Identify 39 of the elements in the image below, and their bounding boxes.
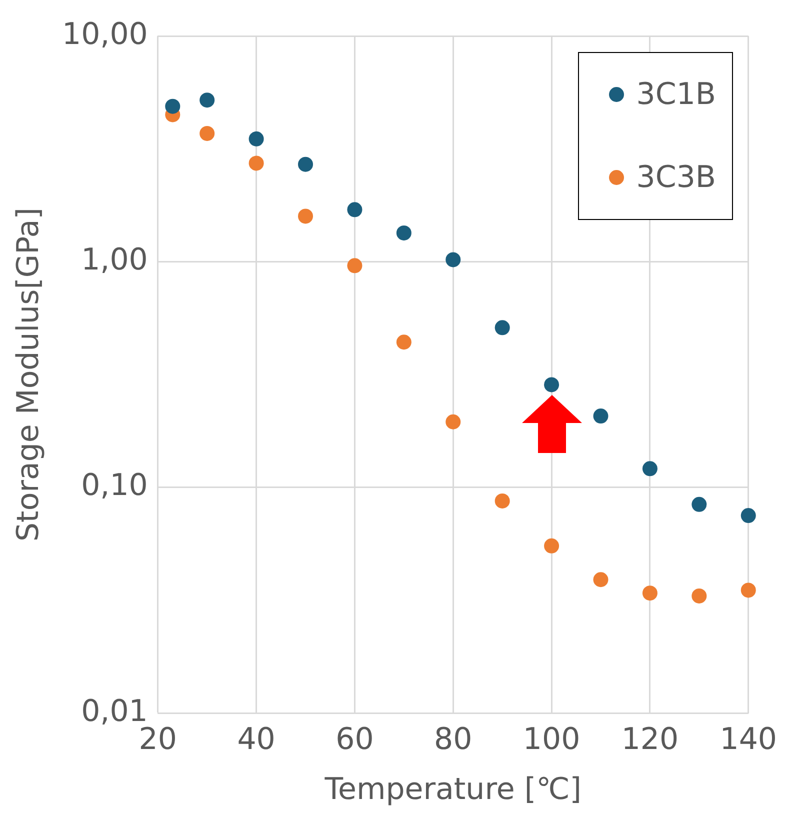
point [165, 98, 180, 114]
legend-label: 3C3B [636, 160, 716, 195]
point [740, 582, 756, 598]
x-tick-label: 40 [237, 722, 276, 757]
point [642, 461, 658, 476]
point [642, 586, 658, 601]
point [494, 320, 510, 336]
point [248, 131, 264, 146]
point [396, 225, 412, 240]
point [740, 508, 756, 524]
point [446, 414, 461, 430]
point [446, 252, 461, 268]
point [544, 538, 560, 554]
point [347, 258, 362, 274]
point [248, 156, 264, 171]
y-tick-label: 0,10 [81, 468, 148, 504]
y-axis-title: Storage Modulus[GPa] [10, 208, 46, 542]
point [593, 572, 608, 588]
x-axis-title: Temperature [℃] [324, 772, 582, 807]
legend-label: 3C1B [636, 77, 716, 112]
y-tick-label: 1,00 [81, 242, 148, 278]
point [200, 92, 215, 108]
point [396, 334, 412, 350]
point [200, 126, 215, 141]
point [593, 408, 608, 424]
y-tick-label: 10,00 [62, 16, 148, 52]
point [347, 202, 362, 218]
x-tick-label: 60 [336, 722, 374, 757]
x-tick-label: 80 [434, 722, 472, 757]
point [692, 588, 707, 604]
point [692, 496, 707, 512]
point [494, 493, 510, 508]
x-tick-label: 140 [720, 722, 777, 757]
point [298, 208, 314, 224]
point [298, 156, 314, 172]
x-tick-label: 120 [621, 722, 679, 757]
point [544, 377, 560, 392]
x-tick-label: 20 [138, 722, 177, 757]
x-tick-label: 100 [522, 722, 580, 757]
